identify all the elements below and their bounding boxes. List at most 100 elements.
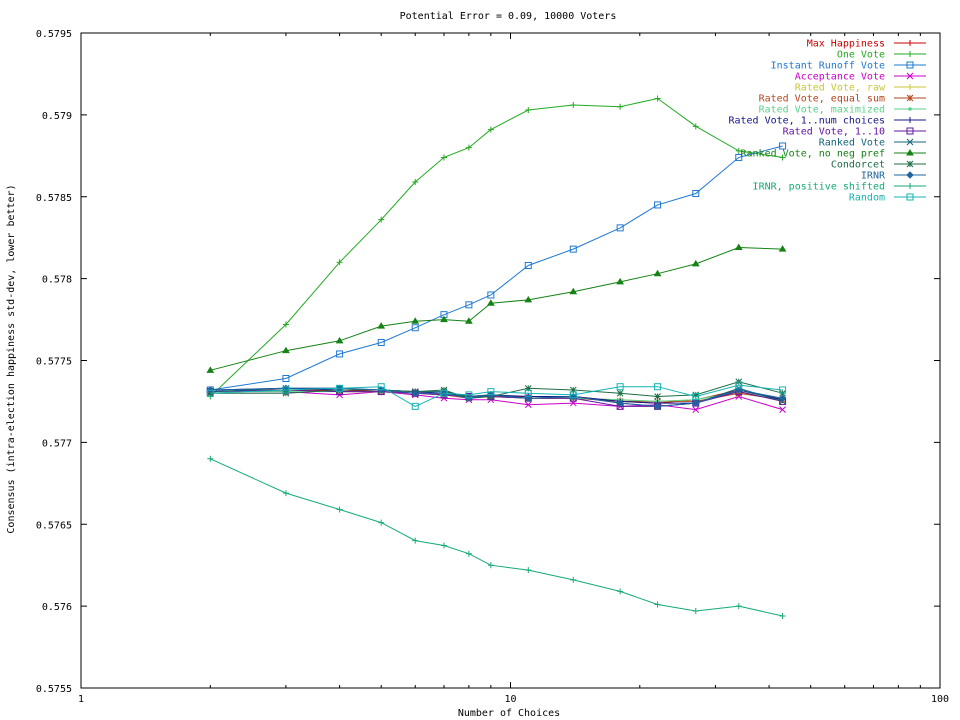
data-point-marker [440,154,447,161]
data-point-marker [411,402,419,410]
chart-title: Potential Error = 0.09, 10000 Voters [400,11,617,22]
series-instant-runoff-vote [206,142,787,394]
data-point-marker [654,601,661,608]
legend-label: IRNR, positive shifted [753,182,885,193]
data-point-marker [654,393,661,400]
data-point-marker [907,51,913,57]
legend-label: Rated Vote, raw [795,83,886,94]
data-point-marker [206,366,215,373]
data-point-marker [524,262,532,270]
data-point-marker [735,603,742,610]
data-point-marker [282,346,290,354]
data-point-marker [779,154,786,161]
data-point-marker [617,103,624,110]
data-point-marker [735,147,742,154]
data-point-marker [906,160,914,168]
data-point-marker [487,126,494,133]
data-point-marker [906,193,914,201]
data-point-marker [691,259,700,267]
data-point-marker [907,117,913,123]
data-point-marker [336,506,343,513]
data-point-marker [616,399,624,407]
data-point-marker [412,537,419,544]
data-point-marker [377,383,385,391]
series-random [206,381,787,410]
data-point-marker [778,394,787,402]
series-line [210,384,783,407]
y-tick-label: 0.5795 [36,29,72,40]
data-point-marker [616,389,624,397]
data-point-marker [486,299,495,306]
legend-label: Ranked Vote [819,138,885,149]
data-point-marker [411,317,420,324]
data-point-marker [692,406,700,413]
y-tick-label: 0.579 [42,111,72,122]
data-point-marker [906,127,914,135]
data-point-marker [569,245,577,253]
x-axis-label: Number of Choices [458,708,560,719]
y-tick-label: 0.5785 [36,193,72,204]
data-point-marker [616,383,624,391]
data-point-marker [411,389,419,397]
y-tick-label: 0.578 [42,275,72,286]
data-point-marker [779,142,787,150]
data-point-marker [907,183,913,189]
x-tick-label: 100 [931,694,949,705]
data-point-marker [411,324,419,332]
data-point-marker [378,519,385,526]
data-point-marker [654,383,662,391]
legend-label: Ranked Vote, no neg pref [741,149,886,160]
data-point-marker [282,375,290,383]
data-point-marker [906,72,914,80]
legend-label: Acceptance Vote [795,72,885,83]
data-point-marker [465,144,472,151]
data-point-marker [692,608,699,615]
x-tick-label: 1 [78,694,84,705]
data-point-marker [907,40,913,46]
data-point-marker [377,338,385,346]
x-tick-label: 10 [504,694,516,705]
data-point-marker [692,393,700,401]
series-ranked-vote-no-neg-pref [206,243,787,373]
legend-label: Rated Vote, maximized [759,105,885,116]
data-point-marker [735,381,743,389]
y-tick-label: 0.5765 [36,520,72,531]
data-point-marker [569,287,578,295]
legend-label: Rated Vote, 1..num choices [728,116,885,127]
data-point-marker [335,336,344,344]
data-point-marker [570,102,577,109]
series-irnr-positive-shifted [207,455,786,619]
data-point-marker [908,107,912,111]
legend-label: Instant Runoff Vote [771,61,885,72]
data-point-marker [378,216,385,223]
data-point-marker [207,455,214,462]
data-point-marker [206,389,214,397]
data-point-marker [487,388,495,396]
data-point-marker [282,386,290,394]
y-tick-label: 0.576 [42,602,72,613]
legend-label: IRNR [861,171,886,182]
legend-label: Rated Vote, 1..10 [783,127,885,138]
data-point-marker [465,550,472,557]
data-point-marker [465,391,473,399]
legend-label: Rated Vote, equal sum [759,94,885,105]
data-point-marker [440,389,448,397]
data-point-marker [377,322,386,329]
data-point-marker [616,224,624,232]
data-point-marker [735,153,743,161]
data-point-marker [569,391,577,399]
data-point-marker [465,301,473,309]
y-tick-label: 0.5775 [36,357,72,368]
data-point-marker [569,386,577,394]
legend-label: One Vote [837,50,885,61]
data-point-marker [487,562,494,569]
data-point-marker [906,171,914,179]
data-point-marker [440,542,447,549]
data-point-marker [778,245,787,252]
y-axis-label: Consensus (intra-election happiness std-… [6,184,17,533]
data-point-marker [617,588,624,595]
data-point-marker [524,384,532,392]
data-point-marker [692,123,699,130]
